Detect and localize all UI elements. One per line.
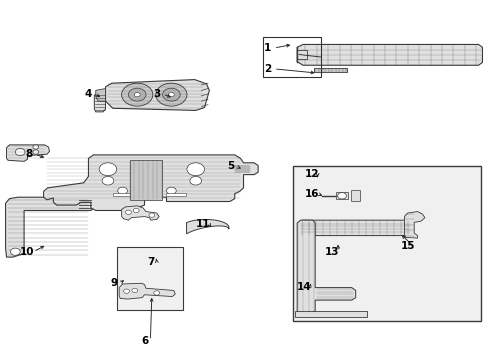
Text: 9: 9 (110, 278, 117, 288)
Circle shape (99, 163, 117, 176)
Circle shape (337, 193, 346, 199)
Polygon shape (313, 68, 346, 72)
Polygon shape (299, 220, 409, 235)
Circle shape (33, 145, 39, 149)
Text: 5: 5 (227, 161, 234, 171)
Bar (263, 37, 320, 77)
Text: 3: 3 (153, 89, 160, 99)
Circle shape (10, 248, 20, 255)
Text: 7: 7 (147, 257, 154, 267)
Text: 6: 6 (141, 336, 148, 346)
Text: 4: 4 (84, 89, 92, 99)
Polygon shape (233, 164, 251, 173)
Circle shape (122, 83, 153, 106)
Polygon shape (5, 197, 96, 257)
Text: 16: 16 (304, 189, 318, 199)
Circle shape (186, 163, 204, 176)
Circle shape (132, 288, 138, 293)
Circle shape (143, 163, 160, 176)
Polygon shape (94, 93, 105, 112)
Circle shape (154, 291, 159, 295)
Text: 15: 15 (400, 241, 414, 251)
Polygon shape (119, 283, 175, 299)
Polygon shape (404, 212, 424, 238)
Polygon shape (122, 206, 159, 220)
Polygon shape (130, 160, 161, 200)
Circle shape (162, 88, 180, 101)
Text: 8: 8 (25, 149, 33, 159)
Polygon shape (96, 89, 105, 101)
Bar (350, 190, 359, 201)
Circle shape (168, 93, 174, 97)
Circle shape (118, 187, 127, 194)
Polygon shape (105, 80, 209, 111)
Circle shape (189, 176, 201, 185)
Bar (335, 192, 347, 199)
Circle shape (33, 150, 39, 154)
Circle shape (15, 148, 25, 156)
Text: 2: 2 (264, 64, 271, 74)
Text: 12: 12 (304, 168, 318, 179)
Circle shape (166, 187, 176, 194)
Circle shape (156, 83, 186, 106)
Text: 10: 10 (20, 247, 35, 257)
Polygon shape (186, 220, 228, 234)
Circle shape (123, 289, 129, 293)
Circle shape (149, 213, 155, 217)
Polygon shape (297, 220, 355, 314)
Circle shape (146, 176, 158, 185)
Text: 1: 1 (264, 43, 271, 53)
Polygon shape (43, 155, 258, 211)
Polygon shape (297, 50, 306, 59)
Text: 14: 14 (296, 282, 311, 292)
Polygon shape (6, 145, 49, 161)
Polygon shape (166, 193, 185, 196)
Polygon shape (113, 193, 132, 196)
Circle shape (134, 93, 140, 97)
Circle shape (128, 88, 146, 101)
Circle shape (102, 176, 114, 185)
Text: 11: 11 (195, 219, 210, 229)
Circle shape (133, 208, 139, 213)
Circle shape (125, 210, 131, 215)
Bar (293, 166, 480, 320)
Text: 13: 13 (325, 247, 339, 257)
Bar (117, 247, 182, 310)
Polygon shape (295, 311, 366, 317)
Polygon shape (297, 44, 482, 65)
